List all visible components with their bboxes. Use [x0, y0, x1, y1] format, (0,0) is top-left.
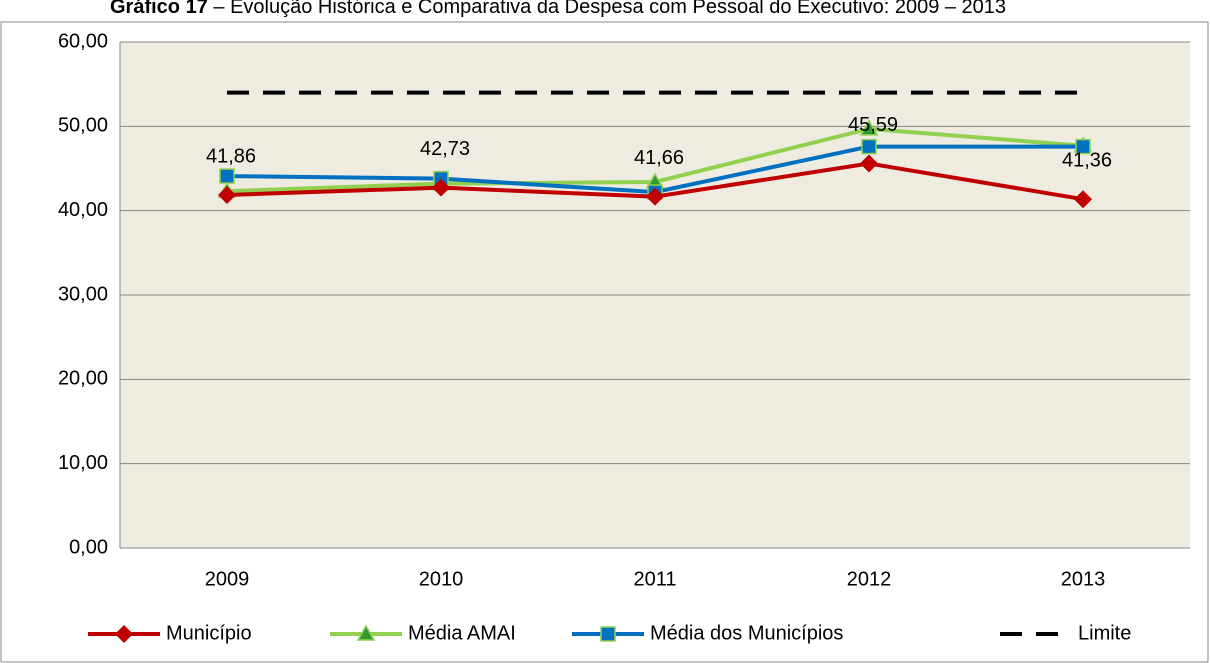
point	[218, 185, 236, 204]
y-tick-label: 0,00	[69, 536, 108, 558]
data-label: 41,86	[206, 145, 256, 167]
x-tick-label: 2012	[847, 568, 892, 590]
chart-title: Gráfico 17 – Evolução Histórica e Compar…	[110, 0, 1006, 18]
point	[1074, 190, 1092, 209]
point	[1075, 138, 1091, 155]
point	[859, 119, 879, 136]
x-tick-label: 2013	[1061, 568, 1106, 590]
x-tick-label: 2009	[205, 568, 250, 590]
legend-marker	[356, 624, 376, 641]
data-label: 42,73	[420, 138, 470, 160]
data-label: 41,66	[634, 147, 684, 169]
data-label: 41,36	[1062, 149, 1112, 171]
y-tick-label: 10,00	[58, 452, 108, 474]
legend-label: Média AMAI	[408, 622, 516, 644]
y-tick-label: 60,00	[58, 30, 108, 52]
point	[646, 187, 664, 206]
legend-label: Média dos Municípios	[650, 622, 843, 644]
y-tick-label: 20,00	[58, 368, 108, 390]
point	[861, 138, 877, 155]
subtitle: – Evolução Histórica e Comparativa da De…	[208, 0, 1006, 18]
point	[219, 168, 235, 184]
y-tick-label: 50,00	[58, 115, 108, 137]
legend-label: Limite	[1078, 622, 1131, 644]
y-tick-label: 40,00	[58, 199, 108, 221]
legend-marker	[115, 625, 133, 643]
x-tick-label: 2010	[419, 568, 464, 590]
point	[860, 154, 878, 173]
data-label: 45,59	[848, 114, 898, 136]
x-tick-label: 2011	[633, 568, 676, 590]
point	[432, 178, 450, 197]
legend-label: Município	[166, 622, 252, 644]
legend-marker	[600, 626, 616, 642]
title: Gráfico 17	[110, 0, 208, 18]
y-tick-label: 30,00	[58, 283, 108, 305]
